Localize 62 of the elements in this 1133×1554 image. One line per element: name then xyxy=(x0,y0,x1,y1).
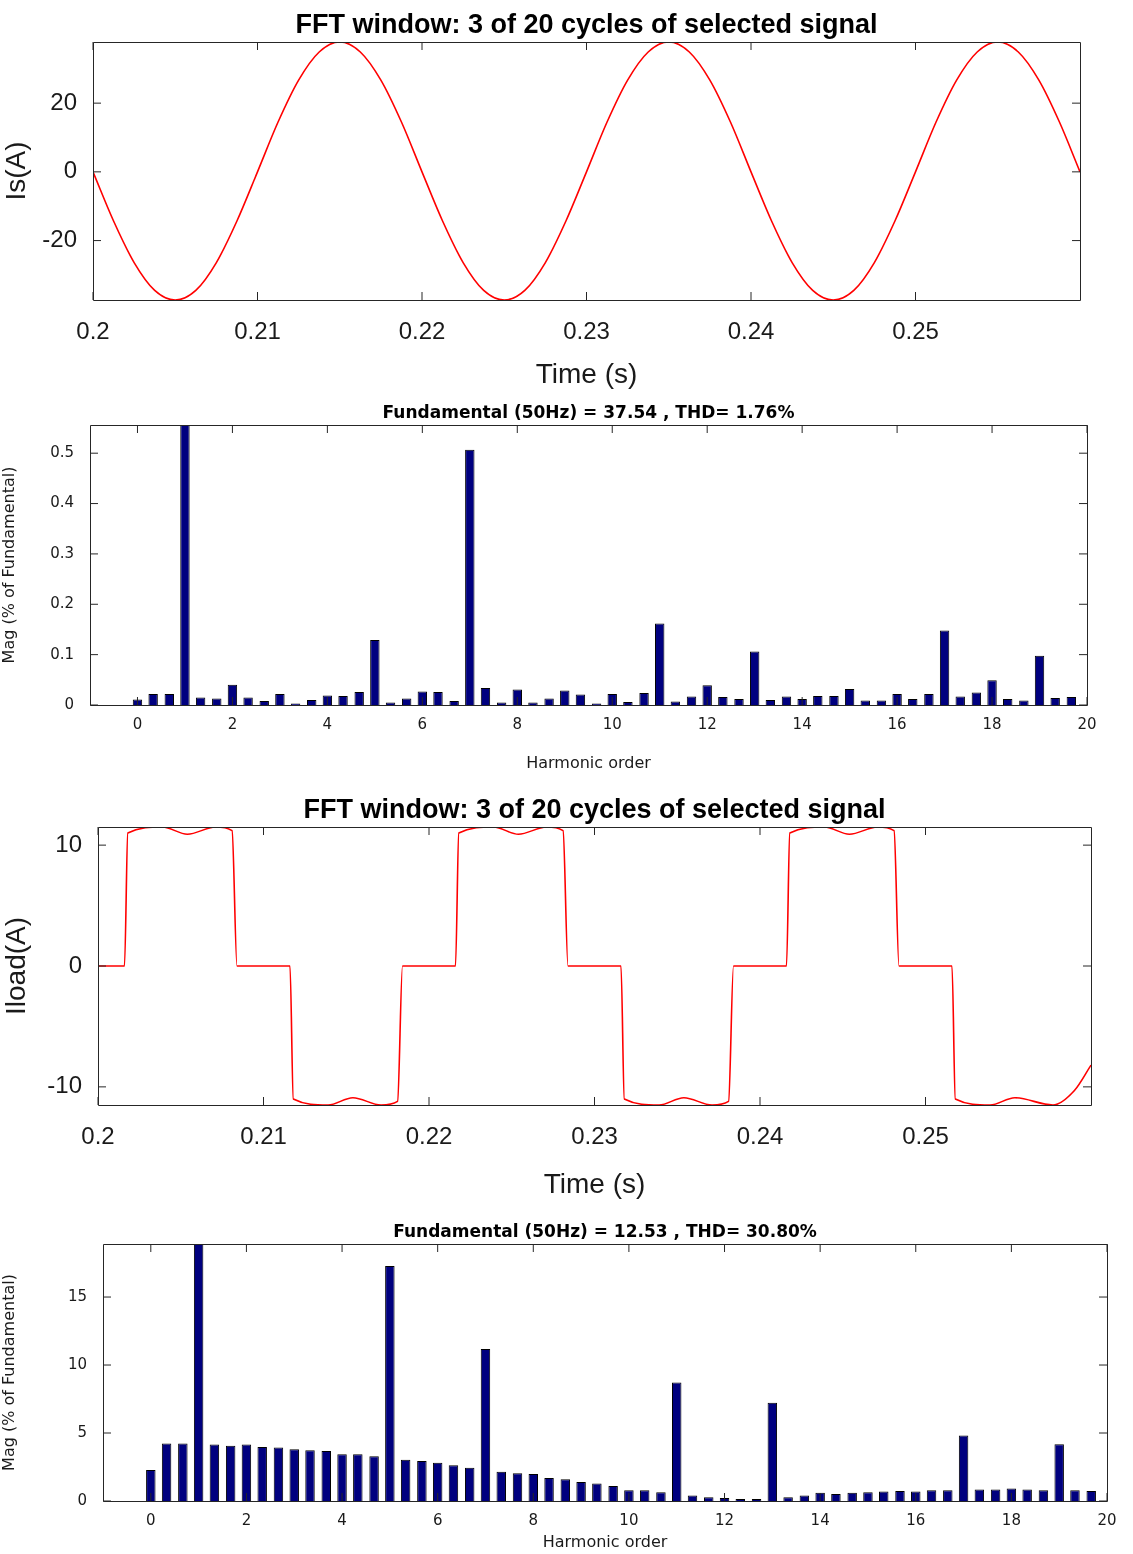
x-tick-label: 0.25 xyxy=(892,317,939,345)
x-tick-label: 6 xyxy=(432,1510,443,1529)
x-tick-label: 4 xyxy=(322,714,333,733)
x-tick-label: 16 xyxy=(906,1510,926,1529)
y-tick-label: 0.3 xyxy=(50,543,74,562)
x-tick-label: 16 xyxy=(887,714,907,733)
y-tick-label: 0.4 xyxy=(50,493,74,512)
x-tick-label: 2 xyxy=(227,714,238,733)
x-tick-label: 0 xyxy=(132,714,143,733)
y-tick-label: 10 xyxy=(55,829,82,857)
y-axis-title: Iload(A) xyxy=(0,916,31,1016)
x-tick-label: 10 xyxy=(602,714,622,733)
x-tick-label: 12 xyxy=(697,714,717,733)
y-tick-label: 0.5 xyxy=(50,443,74,462)
x-tick-label: 0.25 xyxy=(902,1122,949,1150)
y-tick-label: 0 xyxy=(63,156,77,184)
y-tick-label: 0 xyxy=(68,950,82,978)
y-tick-label: 0.1 xyxy=(50,644,74,663)
y-tick-label: 0.2 xyxy=(50,594,74,613)
x-axis-title: Harmonic order xyxy=(526,752,652,772)
x-tick-label: 6 xyxy=(417,714,428,733)
chart-title: FFT window: 3 of 20 cycles of selected signal xyxy=(295,8,878,39)
line-series xyxy=(93,42,1080,300)
y-axis-title: Mag (% of Fundamental) xyxy=(0,466,18,664)
x-tick-label: 0.24 xyxy=(727,317,775,345)
x-tick-label: 2 xyxy=(241,1510,252,1529)
line-series xyxy=(98,827,1091,1105)
x-tick-label: 0.22 xyxy=(405,1122,453,1150)
y-tick-label: 15 xyxy=(67,1286,87,1305)
x-axis-title: Time (s) xyxy=(543,1167,646,1199)
x-tick-label: 0.24 xyxy=(736,1122,784,1150)
x-tick-label: 8 xyxy=(512,714,523,733)
y-tick-label: 5 xyxy=(77,1422,87,1441)
x-tick-label: 12 xyxy=(714,1510,735,1529)
x-tick-label: 18 xyxy=(1001,1510,1021,1529)
chart-title: Fundamental (50Hz) = 12.53 , THD= 30.80% xyxy=(393,1220,817,1241)
x-tick-label: 0.23 xyxy=(571,1122,618,1150)
x-tick-label: 14 xyxy=(792,714,812,733)
y-tick-label: 0 xyxy=(77,1490,87,1509)
x-axis-title: Time (s) xyxy=(535,357,638,389)
x-tick-label: 0.23 xyxy=(563,317,610,345)
y-tick-label: 20 xyxy=(50,87,77,115)
y-tick-label: 0 xyxy=(64,694,74,713)
x-tick-label: 20 xyxy=(1077,714,1097,733)
x-tick-label: 20 xyxy=(1097,1510,1117,1529)
x-tick-label: 0 xyxy=(146,1510,156,1529)
x-tick-label: 0.21 xyxy=(234,317,281,345)
x-tick-label: 18 xyxy=(982,714,1002,733)
y-tick-label: 10 xyxy=(67,1354,87,1373)
y-axis-title: Mag (% of Fundamental) xyxy=(0,1274,18,1471)
chart-title: Fundamental (50Hz) = 37.54 , THD= 1.76% xyxy=(382,401,795,422)
x-tick-label: 10 xyxy=(619,1510,639,1529)
x-tick-label: 4 xyxy=(337,1510,347,1529)
y-tick-label: -20 xyxy=(42,225,77,253)
x-tick-label: 14 xyxy=(810,1510,830,1529)
x-tick-label: 8 xyxy=(528,1510,539,1529)
x-tick-label: 0.21 xyxy=(240,1122,287,1150)
x-axis-title: Harmonic order xyxy=(542,1531,668,1551)
x-tick-label: 0.22 xyxy=(398,317,446,345)
y-axis-title: Is(A) xyxy=(0,141,31,201)
y-tick-label: -10 xyxy=(47,1071,82,1099)
chart-title: FFT window: 3 of 20 cycles of selected signal xyxy=(303,793,886,824)
